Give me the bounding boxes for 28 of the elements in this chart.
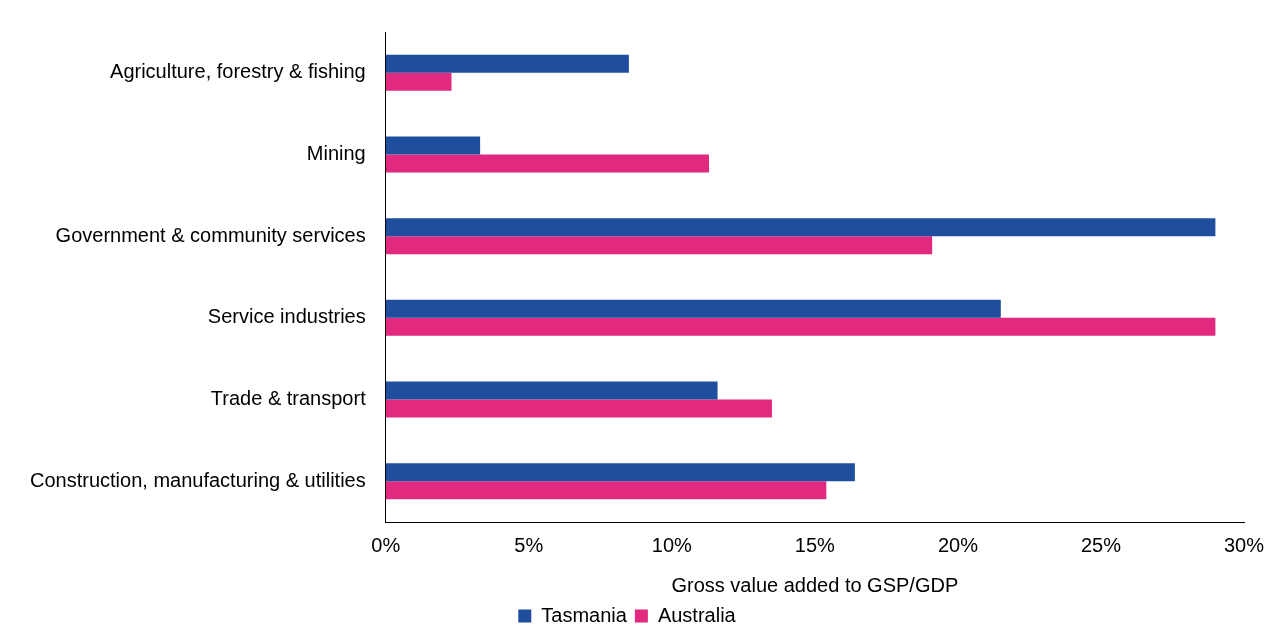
bar bbox=[385, 481, 827, 500]
y-tick-label: Agriculture, forestry & fishing bbox=[110, 60, 366, 83]
bar bbox=[385, 463, 855, 482]
bar bbox=[385, 136, 481, 155]
legend-label: Tasmania bbox=[541, 603, 628, 626]
y-tick-label: Government & community services bbox=[55, 223, 366, 246]
x-tick-label: 10% bbox=[651, 533, 693, 556]
x-tick-label: 20% bbox=[937, 533, 979, 556]
x-tick-label: 25% bbox=[1080, 533, 1122, 556]
x-axis-title: Gross value added to GSP/GDP bbox=[671, 573, 959, 596]
x-tick-label: 0% bbox=[371, 533, 401, 556]
x-tick-label: 30% bbox=[1223, 533, 1265, 556]
legend-label: Australia bbox=[657, 603, 737, 626]
bar bbox=[385, 236, 933, 255]
x-tick-label: 15% bbox=[794, 533, 836, 556]
x-tick-label: 5% bbox=[514, 533, 544, 556]
bar bbox=[385, 299, 1001, 318]
y-tick-label: Construction, manufacturing & utilities bbox=[29, 468, 366, 491]
bar bbox=[385, 54, 629, 73]
bar bbox=[385, 381, 718, 400]
bar bbox=[385, 154, 709, 173]
bar bbox=[385, 218, 1216, 237]
bar bbox=[385, 317, 1216, 336]
bar bbox=[385, 72, 452, 91]
y-tick-label: Trade & transport bbox=[210, 387, 367, 410]
y-tick-label: Mining bbox=[306, 142, 366, 165]
bar bbox=[385, 399, 772, 418]
y-tick-label: Service industries bbox=[207, 305, 366, 328]
